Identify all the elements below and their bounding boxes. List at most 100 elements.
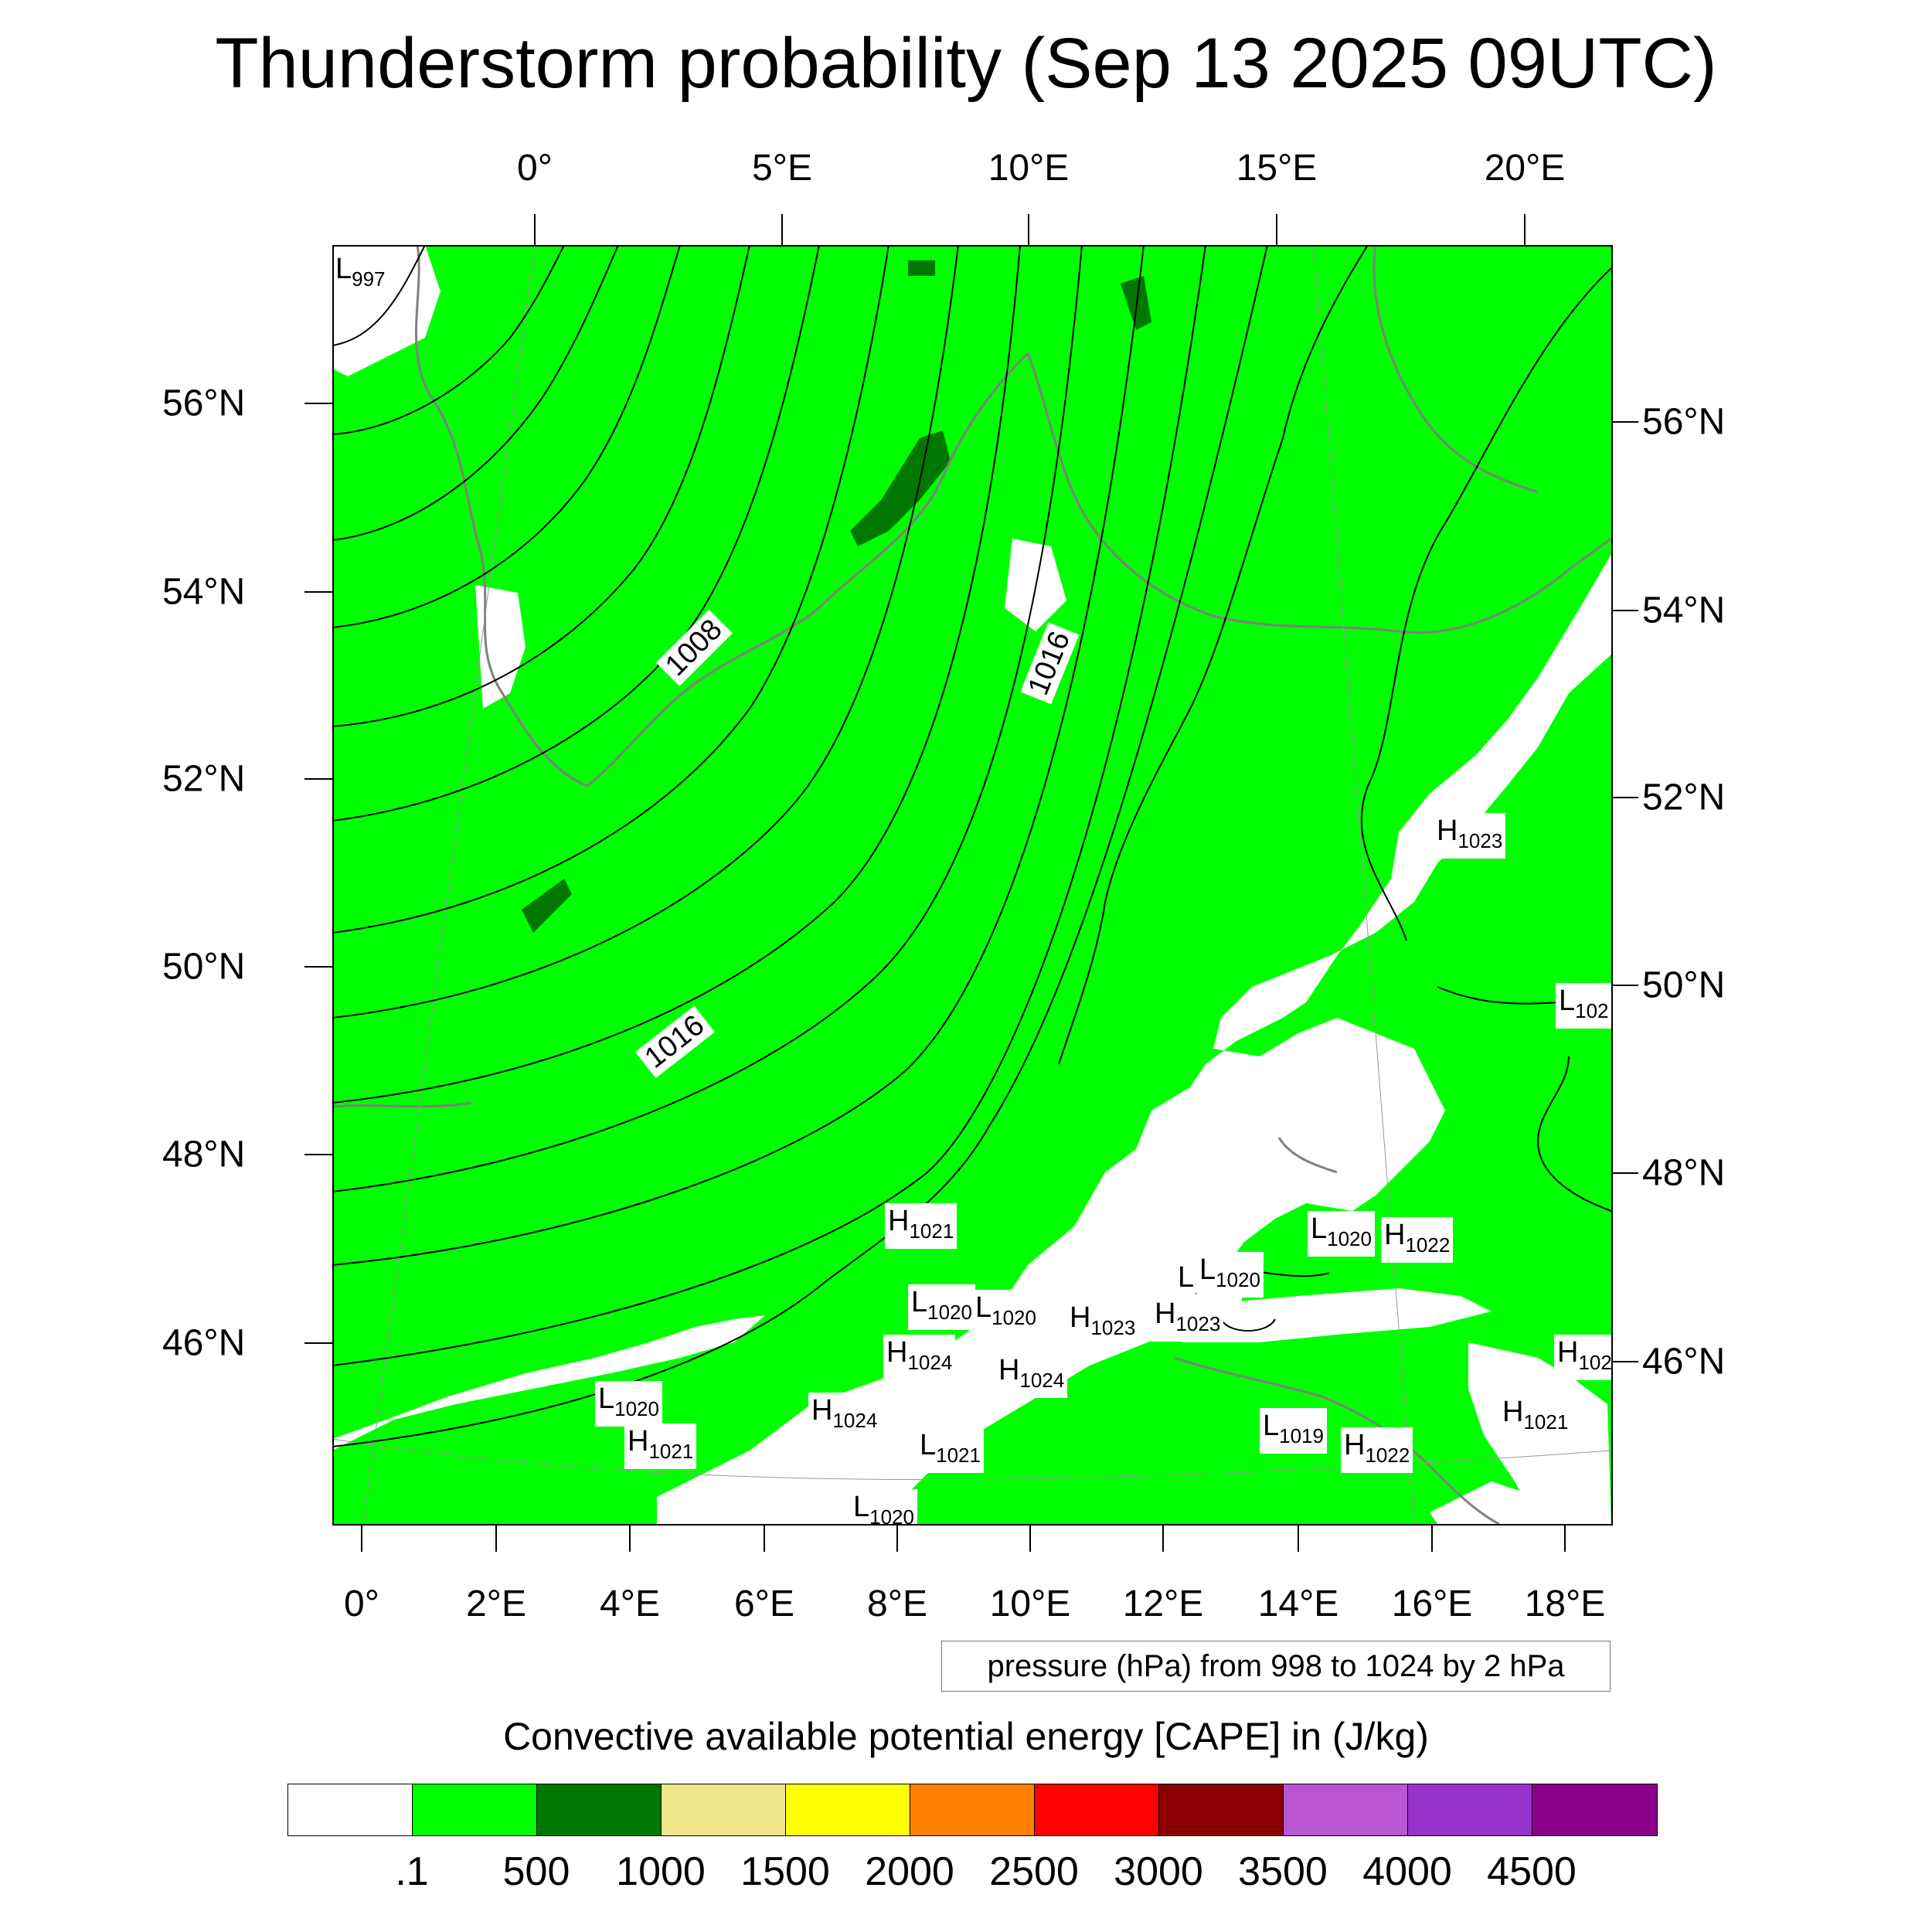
colorbar xyxy=(287,1784,1658,1836)
colorbar-label: 4500 xyxy=(1487,1849,1577,1894)
coastline xyxy=(332,1101,472,1108)
isobar xyxy=(332,245,889,934)
colorbar-label: 3500 xyxy=(1238,1849,1328,1894)
isobar xyxy=(332,245,619,541)
right-lat-label: 46°N xyxy=(1642,1341,1726,1383)
isobar xyxy=(332,245,1021,1104)
isobar xyxy=(332,245,1206,1366)
pressure-center: H102 xyxy=(1554,1335,1611,1380)
pressure-center: H1023 xyxy=(1151,1296,1224,1342)
colorbar-label: 1000 xyxy=(616,1849,706,1894)
pressure-center: H1022 xyxy=(1381,1217,1454,1263)
meridian-line xyxy=(1313,245,1415,1524)
colorbar-box xyxy=(1035,1784,1159,1835)
colorbar-label: .1 xyxy=(395,1849,429,1894)
colorbar-box xyxy=(1284,1784,1408,1835)
top-lon-label: 15°E xyxy=(1236,148,1318,189)
right-lat-label: 50°N xyxy=(1642,964,1726,1006)
pressure-center: L1019 xyxy=(1260,1408,1327,1454)
pressure-center: L1021 xyxy=(917,1427,984,1473)
pressure-center: H1024 xyxy=(995,1352,1068,1398)
pressure-center: H1021 xyxy=(885,1203,957,1249)
isobar xyxy=(332,245,1145,1266)
pressure-center: H1022 xyxy=(1341,1427,1413,1473)
right-lat-label: 52°N xyxy=(1642,777,1726,818)
pressure-info-box: pressure (hPa) from 998 to 1024 by 2 hPa xyxy=(941,1641,1611,1692)
pressure-center: L1020 xyxy=(595,1381,662,1427)
bottom-lon-label: 6°E xyxy=(734,1583,794,1624)
pressure-center: H1023 xyxy=(1066,1300,1139,1345)
colorbar-box xyxy=(1532,1784,1657,1835)
isobar xyxy=(1220,1318,1276,1332)
colorbar-box xyxy=(1159,1784,1284,1835)
top-lon-label: 5°E xyxy=(752,148,812,189)
isobar xyxy=(332,245,565,435)
pressure-center: H1021 xyxy=(624,1423,697,1469)
isobar xyxy=(332,245,426,346)
no-cape-lake xyxy=(475,585,526,709)
isobar xyxy=(332,245,681,628)
coastline xyxy=(1026,352,1611,634)
pressure-center: H1021 xyxy=(1499,1394,1572,1440)
left-lat-label: 56°N xyxy=(162,383,246,424)
pressure-center: H1023 xyxy=(1434,813,1506,859)
bottom-lon-label: 14°E xyxy=(1257,1583,1339,1624)
isobar xyxy=(1360,267,1611,941)
meridian-line xyxy=(362,245,536,1524)
cape-mid-area xyxy=(1121,276,1151,330)
coastline xyxy=(1277,1137,1338,1174)
cape-mid-area xyxy=(908,260,935,276)
colorbar-box xyxy=(537,1784,662,1835)
isobar xyxy=(332,245,959,1019)
coastline xyxy=(587,352,1029,787)
no-cape-strip xyxy=(332,1315,765,1451)
no-cape-alps xyxy=(1136,1288,1492,1342)
bottom-lon-label: 4°E xyxy=(600,1583,660,1624)
chart-title: Thunderstorm probability (Sep 13 2025 09… xyxy=(215,24,1717,103)
colorbar-box xyxy=(1408,1784,1532,1835)
top-lon-label: 10°E xyxy=(988,148,1070,189)
right-lat-label: 56°N xyxy=(1642,401,1726,443)
isobar xyxy=(1536,1056,1611,1212)
bottom-lon-label: 10°E xyxy=(989,1583,1071,1624)
left-lat-label: 50°N xyxy=(162,946,246,988)
right-lat-label: 54°N xyxy=(1642,590,1726,631)
left-lat-label: 52°N xyxy=(162,758,246,800)
parallel-line xyxy=(332,1438,1611,1481)
pressure-center: L1020 xyxy=(908,1284,975,1330)
colorbar-box xyxy=(786,1784,910,1835)
pressure-center: L1020 xyxy=(972,1290,1039,1335)
coastline xyxy=(1372,245,1539,494)
colorbar-label: 500 xyxy=(502,1849,570,1894)
left-lat-label: 54°N xyxy=(162,571,246,613)
colorbar-label: 1500 xyxy=(740,1849,830,1894)
colorbar-box xyxy=(288,1784,413,1835)
isobar xyxy=(332,245,1083,1192)
pressure-center: L1020 xyxy=(850,1489,917,1524)
pressure-center: L102 xyxy=(1556,983,1611,1029)
map-panel: 1008 1016 1016 L997 H1023 L102 H1021 L10… xyxy=(332,245,1611,1524)
coastline xyxy=(1174,1356,1500,1524)
isobar xyxy=(332,245,750,727)
isobar xyxy=(1058,245,1369,1065)
no-cape-adriatic xyxy=(1430,1481,1546,1524)
colorbar-box xyxy=(910,1784,1035,1835)
cape-mid-area xyxy=(850,430,951,546)
bottom-lon-label: 0° xyxy=(344,1583,379,1624)
pressure-center: L1020 xyxy=(1308,1211,1375,1257)
bottom-lon-label: 2°E xyxy=(466,1583,526,1624)
bottom-lon-label: 12°E xyxy=(1122,1583,1204,1624)
bottom-lon-label: 8°E xyxy=(867,1583,927,1624)
coastline xyxy=(415,245,588,787)
colorbar-label: 4000 xyxy=(1362,1849,1452,1894)
colorbar-box xyxy=(662,1784,786,1835)
colorbar-label: 2500 xyxy=(989,1849,1079,1894)
bottom-lon-label: 18°E xyxy=(1524,1583,1606,1624)
top-lon-label: 0° xyxy=(517,148,553,189)
left-lat-label: 46°N xyxy=(162,1322,246,1364)
top-lon-label: 20°E xyxy=(1484,148,1566,189)
colorbar-title: Convective available potential energy [C… xyxy=(503,1715,1429,1758)
pressure-center: L1020 xyxy=(1196,1252,1264,1298)
colorbar-label: 3000 xyxy=(1114,1849,1203,1894)
